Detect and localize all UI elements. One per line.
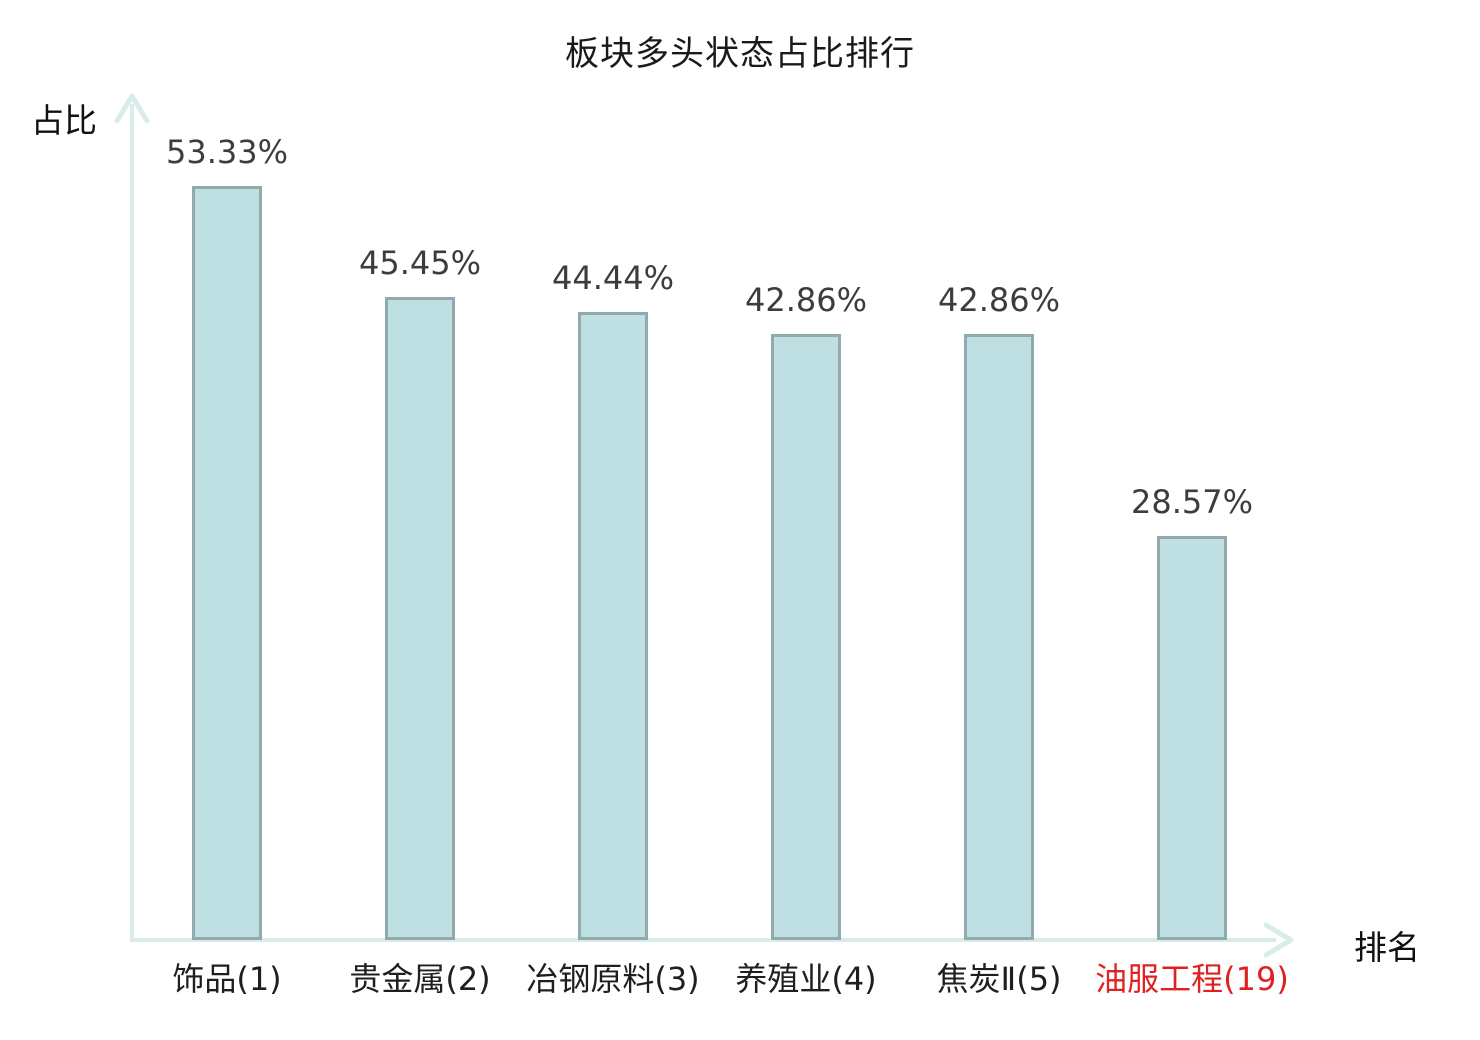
x-axis-label: 排名	[1354, 928, 1420, 967]
bar	[1157, 536, 1227, 940]
category-label: 油服工程(19)	[1095, 960, 1289, 998]
x-axis-arrow-icon	[1263, 922, 1294, 958]
bar-value-label: 44.44%	[551, 259, 674, 297]
chart-title: 板块多头状态占比排行	[565, 34, 915, 74]
category-label: 焦炭Ⅱ(5)	[936, 960, 1062, 998]
bar-value-label: 28.57%	[1130, 483, 1253, 521]
bar	[964, 334, 1034, 940]
bar-value-label: 42.86%	[744, 281, 867, 319]
bar	[578, 312, 648, 940]
y-axis-arrow-icon	[114, 93, 150, 124]
category-label: 冶钢原料(3)	[526, 960, 700, 998]
category-label: 饰品(1)	[172, 960, 282, 998]
bar	[771, 334, 841, 940]
category-label: 养殖业(4)	[735, 960, 877, 998]
category-label: 贵金属(2)	[349, 960, 491, 998]
bar-value-label: 45.45%	[358, 244, 481, 282]
y-axis-label: 占比	[31, 101, 97, 140]
bar	[192, 186, 262, 940]
bar-value-label: 42.86%	[937, 281, 1060, 319]
bar-value-label: 53.33%	[165, 133, 288, 171]
bar	[385, 297, 455, 940]
